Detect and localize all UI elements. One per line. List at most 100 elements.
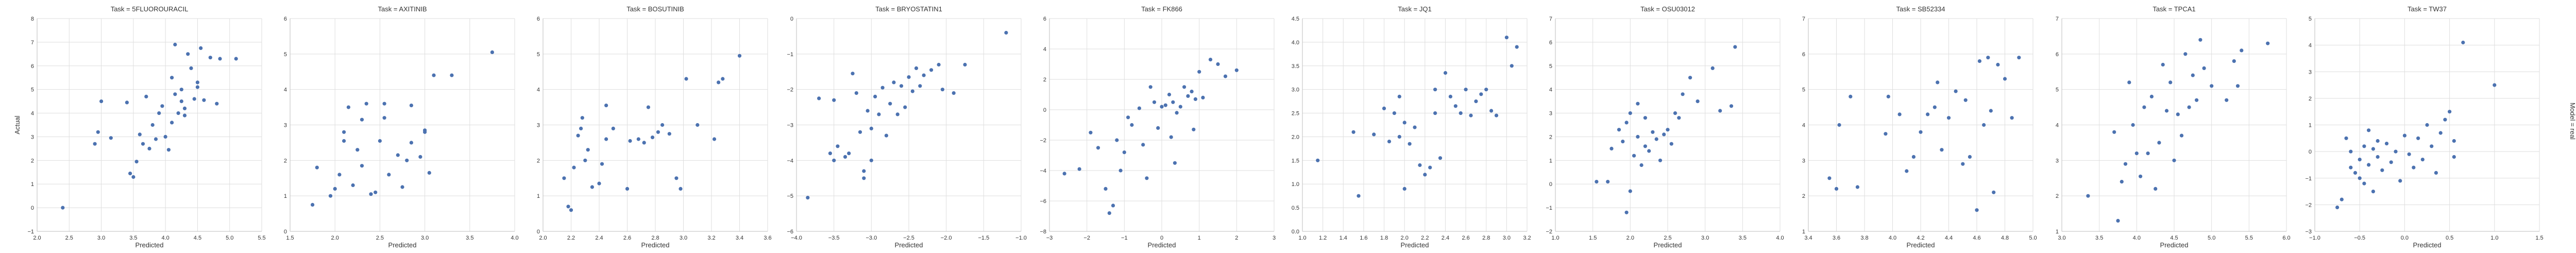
scatter-point (1954, 89, 1958, 93)
x-tick-label: 4.4 (1945, 235, 1953, 241)
scatter-point (234, 57, 238, 61)
scatter-point (1126, 115, 1130, 120)
scatter-point (2183, 52, 2188, 56)
x-tick-label: 3.0 (421, 235, 429, 241)
scatter-point (1489, 109, 1494, 113)
scatter-point (342, 139, 346, 143)
scatter-series (1595, 45, 1737, 214)
scatter-point (96, 130, 100, 134)
scatter-point (1130, 123, 1134, 127)
scatter-point (360, 117, 364, 122)
facet-panel-9: 1 2 3 4 5 6 7 3.0 3.5 4.0 4.5 5.0 5.5 6.0 Task = TPCA1… (2056, 5, 2291, 249)
scatter-point (342, 130, 346, 134)
scatter-point (1223, 74, 1228, 78)
scatter-point (1606, 180, 1610, 184)
scatter-point (218, 57, 222, 61)
y-tick-label: 6 (1549, 40, 1552, 46)
scatter-point (1968, 155, 1972, 159)
x-tick-label: −2 (1083, 235, 1090, 241)
x-tick-label: 2.0 (1401, 235, 1409, 241)
scatter-point (1234, 68, 1239, 72)
scatter-point (1402, 187, 1406, 191)
scatter-point (604, 104, 608, 108)
scatter-point (2376, 155, 2380, 159)
x-tick-label: 2.5 (65, 235, 73, 241)
scatter-point (432, 73, 436, 77)
scatter-point (600, 162, 604, 166)
scatter-point (899, 84, 904, 88)
y-tick-label: 6 (284, 16, 287, 22)
scatter-point (2131, 123, 2135, 127)
scatter-point (1681, 92, 1685, 96)
x-tick-label: −1.5 (978, 235, 989, 241)
x-tick-label: 3.5 (1739, 235, 1747, 241)
scatter-point (903, 105, 907, 109)
x-tick-label: 1.5 (1589, 235, 1597, 241)
scatter-point (2344, 136, 2348, 140)
scatter-point (2434, 171, 2438, 175)
scatter-point (355, 148, 360, 152)
y-tick-label: 0 (790, 16, 793, 22)
scatter-point (186, 52, 190, 56)
x-axis-label: Predicted (2160, 241, 2189, 249)
scatter-point (1197, 70, 1201, 74)
scatter-point (1647, 149, 1651, 153)
x-tick-label: 1 (1198, 235, 1201, 241)
scatter-point (1392, 111, 1396, 115)
scatter-point (1654, 137, 1658, 141)
scatter-point (650, 136, 655, 140)
scatter-point (1989, 109, 1993, 113)
scatter-point (2123, 162, 2128, 166)
y-tick-label: 7 (1549, 16, 1552, 22)
facet-panel-4: −6 −5 −4 −3 −2 −1 0 −4.0 −3.5 −3.0 −2.5 −2.0 −1.5 −1.… (787, 5, 1026, 249)
scatter-point (1469, 113, 1473, 117)
scatter-point (215, 102, 219, 106)
x-axis-label: Predicted (135, 241, 164, 249)
scatter-point (2349, 149, 2353, 154)
scatter-point (109, 136, 113, 140)
scatter-point (914, 66, 919, 70)
scatter-point (396, 153, 400, 157)
y-tick-label: 1 (1549, 158, 1552, 164)
scatter-point (1494, 113, 1499, 117)
scatter-point (134, 160, 139, 164)
x-tick-label: 2.0 (1626, 235, 1634, 241)
y-tick-label: 5 (537, 52, 540, 58)
scatter-point (2235, 84, 2240, 88)
x-tick-label: 3.4 (1804, 235, 1812, 241)
scatter-point (199, 46, 203, 50)
scatter-point (1122, 150, 1126, 155)
scatter-point (2176, 112, 2180, 116)
scatter-series (61, 42, 238, 210)
panel-title: Task = TW37 (2408, 5, 2447, 13)
scatter-point (147, 146, 151, 150)
scatter-point (382, 102, 386, 106)
x-tick-label: 1.0 (1551, 235, 1559, 241)
scatter-point (1192, 127, 1196, 131)
plot-area (37, 19, 262, 231)
scatter-point (1884, 132, 1888, 136)
x-tick-label: 3.4 (736, 235, 743, 241)
scatter-point (144, 94, 148, 98)
scatter-point (583, 158, 587, 162)
y-tick-label: 4 (284, 87, 287, 93)
scatter-point (717, 80, 721, 85)
scatter-point (1428, 165, 1432, 170)
scatter-point (918, 84, 922, 88)
x-axis-label: Predicted (1148, 241, 1176, 249)
x-tick-label: 4.0 (1889, 235, 1896, 241)
scatter-point (93, 142, 97, 146)
scatter-point (2367, 163, 2371, 167)
scatter-point (1632, 154, 1636, 158)
y-tick-label: 0 (31, 205, 34, 211)
y-tick-label: 2 (1043, 77, 1046, 83)
y-tick-label: 1 (284, 193, 287, 199)
x-tick-label: 2.0 (331, 235, 339, 241)
scatter-point (1677, 116, 1681, 120)
scatter-point (2134, 151, 2139, 156)
y-tick-label: 4.0 (1292, 40, 1299, 46)
scatter-point (679, 187, 683, 191)
scatter-point (851, 72, 855, 76)
scatter-point (895, 112, 900, 116)
scatter-point (1940, 148, 1944, 152)
